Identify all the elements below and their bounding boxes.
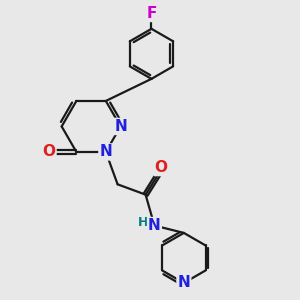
Text: N: N bbox=[148, 218, 161, 233]
Text: O: O bbox=[155, 160, 168, 175]
Text: N: N bbox=[178, 275, 190, 290]
Text: N: N bbox=[100, 144, 112, 159]
Text: H: H bbox=[138, 216, 148, 229]
Text: N: N bbox=[114, 119, 127, 134]
Text: F: F bbox=[147, 6, 157, 21]
Text: O: O bbox=[43, 144, 56, 159]
